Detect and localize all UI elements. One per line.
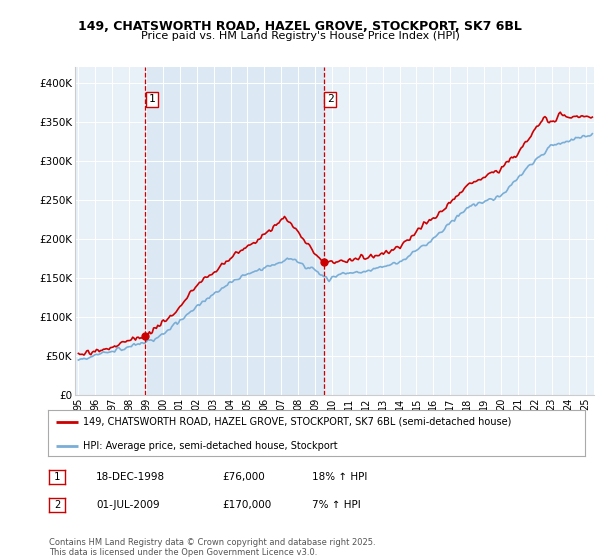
Text: Price paid vs. HM Land Registry's House Price Index (HPI): Price paid vs. HM Land Registry's House …	[140, 31, 460, 41]
Text: 149, CHATSWORTH ROAD, HAZEL GROVE, STOCKPORT, SK7 6BL: 149, CHATSWORTH ROAD, HAZEL GROVE, STOCK…	[78, 20, 522, 32]
Text: HPI: Average price, semi-detached house, Stockport: HPI: Average price, semi-detached house,…	[83, 441, 338, 451]
Bar	[145, 67, 323, 395]
Text: 18% ↑ HPI: 18% ↑ HPI	[312, 472, 367, 482]
Text: 1: 1	[149, 94, 155, 104]
Text: Contains HM Land Registry data © Crown copyright and database right 2025.
This d: Contains HM Land Registry data © Crown c…	[49, 538, 376, 557]
Text: 2: 2	[54, 500, 60, 510]
Text: 1: 1	[54, 472, 60, 482]
Text: 149, CHATSWORTH ROAD, HAZEL GROVE, STOCKPORT, SK7 6BL (semi-detached house): 149, CHATSWORTH ROAD, HAZEL GROVE, STOCK…	[83, 417, 511, 427]
Text: £170,000: £170,000	[222, 500, 271, 510]
Text: 2: 2	[327, 94, 334, 104]
Text: 7% ↑ HPI: 7% ↑ HPI	[312, 500, 361, 510]
Text: 18-DEC-1998: 18-DEC-1998	[96, 472, 165, 482]
Text: 01-JUL-2009: 01-JUL-2009	[96, 500, 160, 510]
Text: £76,000: £76,000	[222, 472, 265, 482]
